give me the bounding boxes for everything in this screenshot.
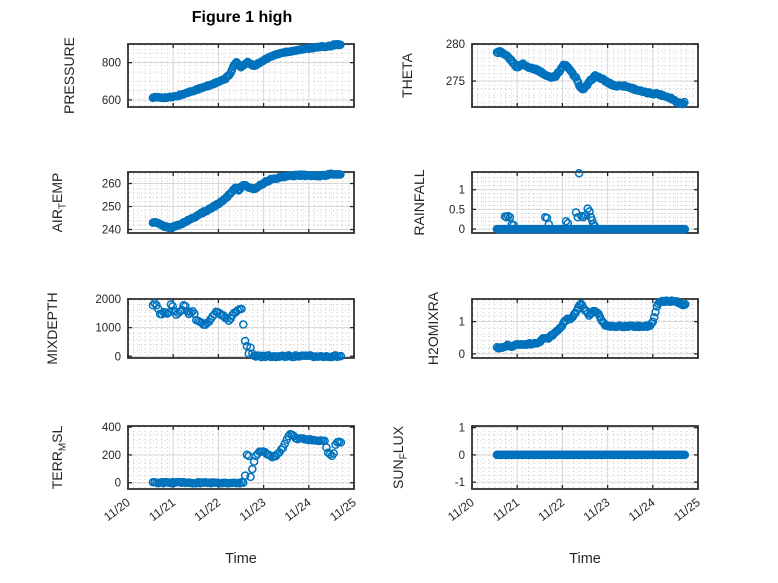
axes-box bbox=[127, 171, 355, 234]
axes-box bbox=[471, 298, 699, 359]
y-tick-labels: -1 0 1 bbox=[455, 423, 465, 490]
svg-text:11/21: 11/21 bbox=[146, 495, 178, 524]
y-axis-label: PRESSURE bbox=[61, 37, 77, 114]
y-axis-label: MIXDEPTH bbox=[44, 292, 60, 364]
svg-text:11/25: 11/25 bbox=[671, 495, 703, 524]
y-tick-labels: 275 280 bbox=[446, 39, 465, 88]
svg-text:0: 0 bbox=[459, 224, 465, 236]
figure-title: Figure 1 high bbox=[191, 9, 293, 26]
svg-text:11/20: 11/20 bbox=[101, 495, 133, 524]
svg-text:260: 260 bbox=[102, 179, 121, 191]
axes-box bbox=[471, 425, 699, 490]
minor-grid bbox=[473, 173, 697, 232]
svg-text:-1: -1 bbox=[455, 477, 465, 489]
svg-text:11/24: 11/24 bbox=[282, 495, 314, 524]
scatter-series bbox=[148, 169, 345, 233]
y-tick-labels: 00.51 bbox=[449, 185, 465, 236]
subplot-air_temp: 240 250 260 AIRTEMP bbox=[49, 169, 355, 237]
y-tick-labels: 0 200 400 bbox=[102, 422, 121, 490]
svg-text:1: 1 bbox=[459, 317, 465, 329]
scatter-series bbox=[148, 298, 346, 362]
x-axis-label-time: Time bbox=[569, 551, 601, 567]
scatter-series bbox=[148, 39, 345, 103]
subplot-pressure: 600 800 PRESSURE bbox=[61, 37, 355, 114]
y-axis-label: H2OMIXRA bbox=[425, 291, 441, 365]
svg-text:0.5: 0.5 bbox=[449, 204, 465, 216]
svg-text:11/21: 11/21 bbox=[490, 495, 522, 524]
scatter-series bbox=[148, 429, 346, 488]
x-tick-labels: 11/20 11/21 11/22 11/23 11/24 11/25 bbox=[101, 495, 359, 524]
axis-ticks bbox=[471, 43, 699, 107]
svg-text:1000: 1000 bbox=[95, 323, 121, 335]
svg-text:11/23: 11/23 bbox=[237, 495, 269, 524]
y-axis-label: THETA bbox=[399, 52, 415, 98]
y-tick-labels: 600 800 bbox=[102, 58, 121, 107]
svg-text:280: 280 bbox=[446, 39, 465, 51]
svg-text:800: 800 bbox=[102, 58, 121, 70]
minor-grid bbox=[129, 45, 353, 106]
axis-ticks bbox=[127, 44, 355, 107]
svg-text:11/20: 11/20 bbox=[445, 495, 477, 524]
y-axis-label: AIRTEMP bbox=[49, 173, 69, 233]
subplot-theta: 275 280 THETA bbox=[399, 39, 699, 109]
svg-text:1: 1 bbox=[459, 423, 465, 435]
svg-text:250: 250 bbox=[102, 202, 121, 214]
y-axis-label: SUNFLUX bbox=[390, 425, 410, 489]
svg-text:11/22: 11/22 bbox=[536, 495, 568, 524]
svg-text:11/25: 11/25 bbox=[327, 495, 359, 524]
y-axis-label: TERRMSL bbox=[49, 425, 69, 489]
scatter-series bbox=[492, 168, 690, 234]
scatter-series bbox=[492, 47, 689, 109]
svg-text:11/22: 11/22 bbox=[192, 495, 224, 524]
y-tick-labels: 0 1000 2000 bbox=[95, 294, 121, 363]
svg-text:0: 0 bbox=[115, 478, 121, 490]
y-tick-labels: 240 250 260 bbox=[102, 179, 121, 237]
svg-text:200: 200 bbox=[102, 450, 121, 462]
scatter-series bbox=[492, 450, 690, 460]
svg-text:11/24: 11/24 bbox=[626, 495, 658, 524]
minor-grid bbox=[473, 427, 697, 488]
svg-text:240: 240 bbox=[102, 225, 121, 237]
axis-ticks bbox=[127, 172, 355, 233]
axes-box bbox=[471, 43, 699, 108]
subplot-mixdepth: 0 1000 2000 MIXDEPTH bbox=[44, 292, 355, 365]
x-axis-label-time: Time bbox=[225, 551, 257, 567]
svg-text:600: 600 bbox=[102, 95, 121, 107]
axes-box bbox=[127, 425, 355, 490]
axes-box bbox=[127, 43, 355, 108]
svg-text:0: 0 bbox=[115, 351, 121, 363]
axis-ticks bbox=[471, 299, 699, 358]
axis-ticks bbox=[471, 426, 699, 489]
svg-text:11/23: 11/23 bbox=[581, 495, 613, 524]
x-tick-labels: 11/20 11/21 11/22 11/23 11/24 11/25 bbox=[445, 495, 703, 524]
axes-box bbox=[127, 298, 355, 359]
scatter-series bbox=[492, 296, 690, 353]
svg-text:400: 400 bbox=[102, 422, 121, 434]
svg-text:275: 275 bbox=[446, 76, 465, 88]
y-tick-labels: 01 bbox=[459, 317, 465, 361]
svg-text:2000: 2000 bbox=[95, 294, 121, 306]
y-axis-label: RAINFALL bbox=[411, 169, 427, 235]
svg-text:0: 0 bbox=[459, 349, 465, 361]
svg-text:1: 1 bbox=[459, 185, 465, 197]
svg-text:0: 0 bbox=[459, 450, 465, 462]
